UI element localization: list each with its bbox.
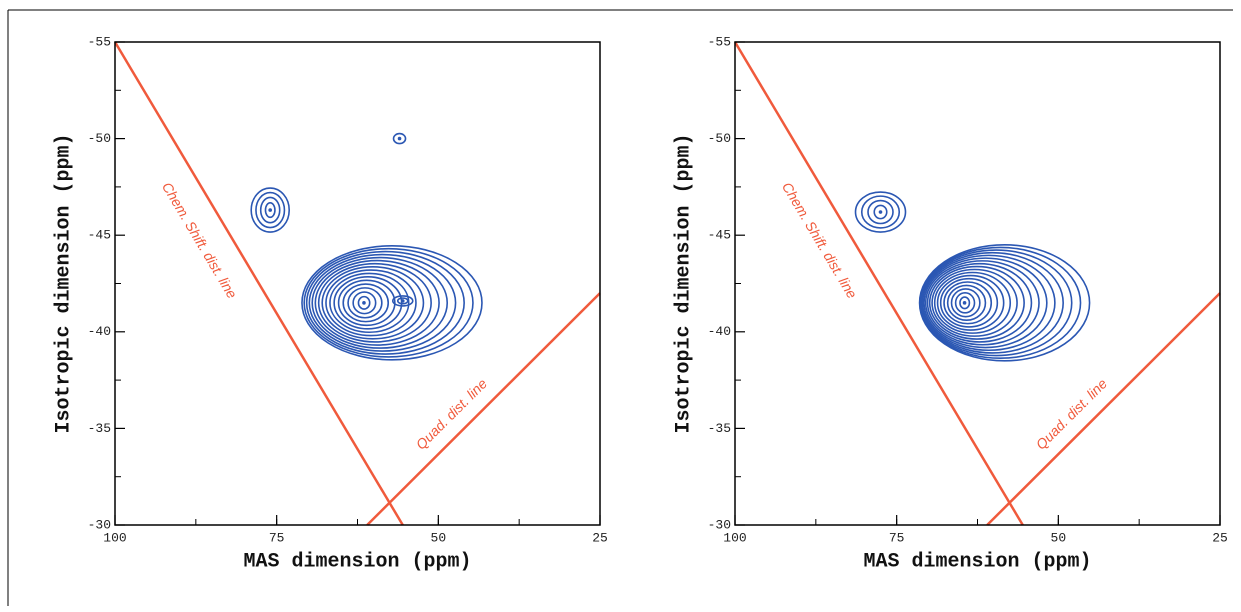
y-tick-label: -55 <box>708 34 731 49</box>
y-tick-label: -40 <box>88 324 111 339</box>
contour <box>337 279 396 327</box>
x-axis-label: MAS dimension (ppm) <box>243 550 471 573</box>
peak <box>878 210 883 214</box>
contour <box>329 272 410 334</box>
contour <box>250 187 291 233</box>
contour <box>928 265 1025 340</box>
contour <box>357 295 371 310</box>
contour <box>936 274 1005 331</box>
y-tick-label: -30 <box>88 517 111 532</box>
x-tick-label: 75 <box>889 530 905 545</box>
contour <box>946 284 987 322</box>
contour <box>301 245 483 361</box>
contour <box>923 257 1048 349</box>
y-tick-label: -55 <box>88 34 111 49</box>
contour <box>921 254 1056 352</box>
x-tick-label: 50 <box>1051 530 1067 545</box>
contour <box>342 283 390 323</box>
y-axis-label: Isotropic dimension (ppm) <box>672 133 695 433</box>
contour <box>854 191 907 233</box>
x-tick-label: 75 <box>269 530 285 545</box>
plot-frame <box>114 41 601 526</box>
contour <box>954 292 976 314</box>
contour <box>950 288 981 318</box>
contour <box>919 249 1073 357</box>
contour <box>939 277 999 328</box>
contour <box>873 204 888 220</box>
contour <box>259 196 281 224</box>
y-tick-label: -50 <box>708 131 731 146</box>
contour <box>391 295 414 307</box>
peak <box>362 301 366 305</box>
contour <box>924 260 1040 346</box>
contour <box>931 268 1018 337</box>
line-label: Chem. Shift. dist. line <box>779 179 861 301</box>
line-label: Chem. Shift. dist. line <box>159 179 241 301</box>
contour <box>926 262 1033 343</box>
contour <box>317 262 432 343</box>
contour <box>255 191 286 229</box>
y-tick-label: -45 <box>88 228 111 243</box>
reference-line <box>986 292 1221 526</box>
contour <box>943 281 993 325</box>
x-tick-label: 50 <box>431 530 447 545</box>
reference-line <box>366 292 601 526</box>
contour <box>933 271 1012 334</box>
contour <box>867 199 894 225</box>
y-axis-label: Isotropic dimension (ppm) <box>52 133 75 433</box>
contour <box>321 266 425 340</box>
contour <box>959 296 971 310</box>
contour <box>333 276 403 330</box>
contour <box>920 251 1064 354</box>
y-tick-label: -35 <box>708 421 731 436</box>
x-tick-label: 100 <box>723 530 746 545</box>
x-axis-label: MAS dimension (ppm) <box>863 550 1091 573</box>
contour <box>311 256 449 349</box>
reference-line <box>733 41 1024 526</box>
x-tick-label: 25 <box>1212 530 1228 545</box>
contour <box>392 132 407 145</box>
contour <box>860 195 901 229</box>
peak <box>962 301 967 305</box>
peak <box>400 299 405 303</box>
peak <box>397 136 402 141</box>
reference-line <box>113 41 404 526</box>
peak <box>268 208 273 212</box>
y-tick-label: -45 <box>708 228 731 243</box>
y-tick-label: -40 <box>708 324 731 339</box>
contour <box>305 250 465 355</box>
contour <box>308 253 457 352</box>
contour <box>352 291 377 315</box>
contour <box>396 297 409 305</box>
y-tick-label: -30 <box>708 517 731 532</box>
y-tick-label: -50 <box>88 131 111 146</box>
contour <box>325 269 417 337</box>
contour <box>264 202 276 219</box>
contour <box>347 287 383 319</box>
contour <box>303 247 474 358</box>
contour <box>314 259 440 346</box>
x-tick-label: 100 <box>103 530 126 545</box>
x-tick-label: 25 <box>592 530 608 545</box>
y-tick-label: -35 <box>88 421 111 436</box>
